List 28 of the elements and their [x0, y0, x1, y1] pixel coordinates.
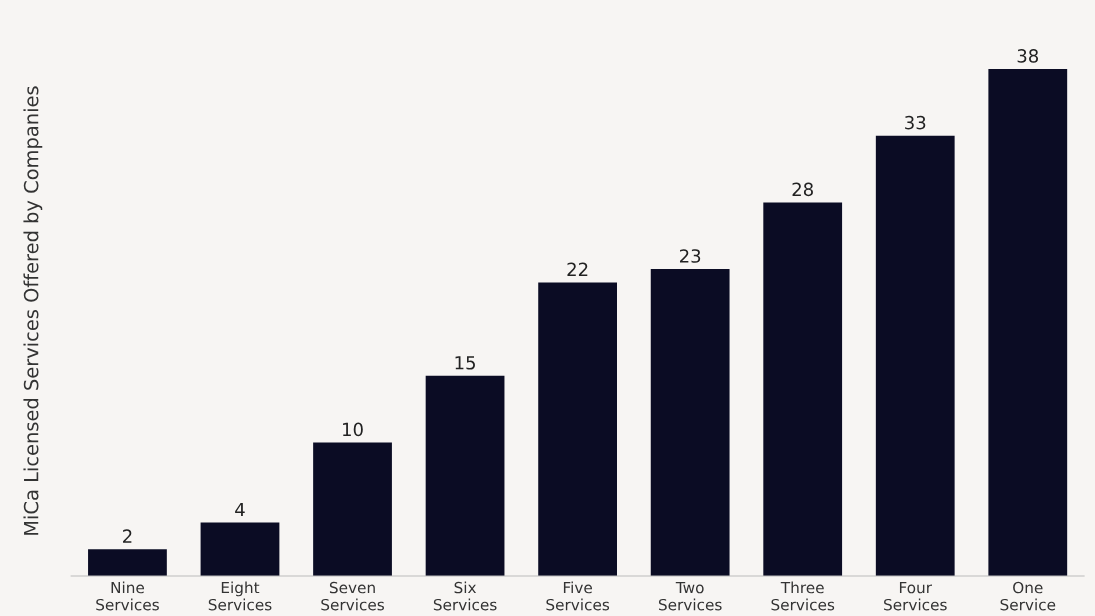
data-label: 2: [123, 529, 132, 543]
bar: [763, 202, 843, 576]
x-tick-label: One Service: [1000, 581, 1056, 611]
y-axis-title: MiCa Licensed Services Offered by Companies: [23, 86, 43, 535]
x-tick-label: Eight Services: [208, 581, 272, 611]
data-label: 22: [567, 262, 588, 276]
data-label: 28: [792, 182, 813, 197]
data-label: 33: [905, 115, 926, 130]
x-tick-label: Three Services: [771, 581, 835, 611]
bar: [313, 442, 392, 576]
data-label: 23: [679, 249, 701, 263]
bar: [200, 522, 280, 576]
x-tick-label: Five Services: [546, 581, 610, 611]
data-label: 15: [455, 356, 475, 370]
bar: [425, 375, 505, 576]
bar: [988, 69, 1068, 576]
bar: [875, 135, 955, 576]
x-tick-label: Two Services: [658, 581, 722, 611]
data-label: 10: [343, 422, 363, 437]
bar: [538, 282, 617, 576]
bar: [650, 269, 730, 576]
x-tick-label: Seven Services: [321, 581, 384, 611]
x-tick-label: Six Services: [433, 581, 497, 611]
data-label: 38: [1017, 49, 1039, 63]
x-tick-label: Four Services: [884, 581, 947, 611]
bar: [88, 549, 167, 576]
x-tick-label: Nine Services: [96, 581, 159, 611]
data-label: 4: [235, 502, 245, 517]
